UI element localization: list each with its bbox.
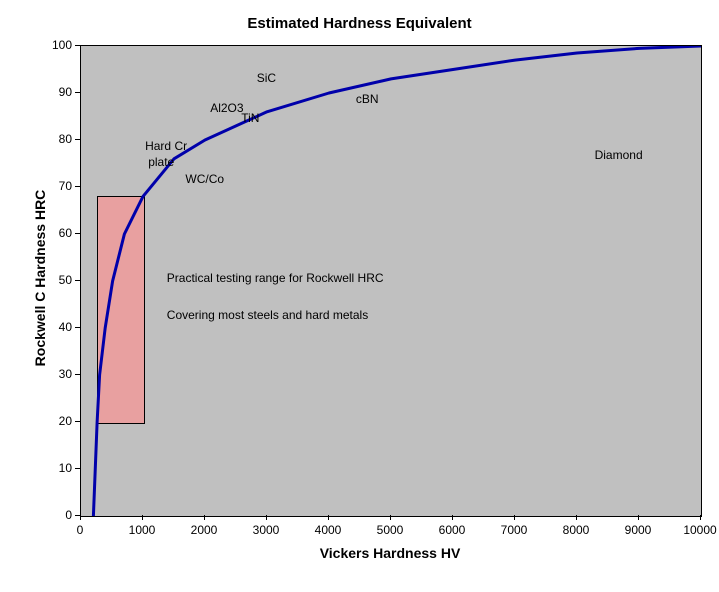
y-tick-mark [75, 45, 80, 46]
y-tick-mark [75, 139, 80, 140]
y-tick-mark [75, 186, 80, 187]
x-tick-mark [700, 515, 701, 520]
y-tick-label: 60 [59, 226, 72, 240]
y-tick-label: 50 [59, 273, 72, 287]
y-tick-label: 40 [59, 320, 72, 334]
y-tick-mark [75, 92, 80, 93]
x-tick-label: 10000 [682, 523, 718, 537]
x-tick-label: 0 [62, 523, 98, 537]
x-tick-label: 4000 [310, 523, 346, 537]
x-axis-label: Vickers Hardness HV [80, 545, 700, 561]
y-tick-label: 0 [65, 508, 72, 522]
chart-title: Estimated Hardness Equivalent [0, 15, 719, 32]
annotation-label: SiC [257, 71, 276, 85]
y-tick-mark [75, 327, 80, 328]
y-tick-label: 100 [52, 38, 72, 52]
y-tick-label: 90 [59, 85, 72, 99]
x-tick-mark [576, 515, 577, 520]
x-tick-mark [328, 515, 329, 520]
annotation-label: plate [148, 155, 174, 169]
annotation-label: Hard Cr [145, 139, 187, 153]
x-tick-label: 1000 [124, 523, 160, 537]
x-tick-mark [204, 515, 205, 520]
annotation-label: Diamond [595, 148, 643, 162]
y-tick-label: 10 [59, 461, 72, 475]
annotation-label: TiN [241, 111, 259, 125]
x-tick-label: 3000 [248, 523, 284, 537]
x-tick-mark [80, 515, 81, 520]
x-tick-label: 8000 [558, 523, 594, 537]
chart-container: Estimated Hardness Equivalent Rockwell C… [0, 0, 719, 592]
x-tick-mark [452, 515, 453, 520]
x-tick-mark [266, 515, 267, 520]
x-tick-mark [390, 515, 391, 520]
x-tick-mark [142, 515, 143, 520]
y-tick-mark [75, 233, 80, 234]
x-tick-mark [638, 515, 639, 520]
x-tick-label: 7000 [496, 523, 532, 537]
y-tick-label: 80 [59, 132, 72, 146]
annotation-label: Practical testing range for Rockwell HRC [167, 271, 384, 285]
y-tick-mark [75, 280, 80, 281]
y-tick-mark [75, 468, 80, 469]
y-axis-label: Rockwell C Hardness HRC [32, 178, 48, 378]
annotation-label: cBN [356, 92, 379, 106]
y-tick-label: 70 [59, 179, 72, 193]
x-tick-mark [514, 515, 515, 520]
annotation-label: Covering most steels and hard metals [167, 308, 368, 322]
annotation-label: WC/Co [185, 172, 224, 186]
x-tick-label: 9000 [620, 523, 656, 537]
annotation-label: Al2O3 [210, 101, 243, 115]
x-tick-label: 2000 [186, 523, 222, 537]
y-tick-mark [75, 421, 80, 422]
y-tick-label: 20 [59, 414, 72, 428]
y-tick-mark [75, 374, 80, 375]
x-tick-label: 5000 [372, 523, 408, 537]
x-tick-label: 6000 [434, 523, 470, 537]
y-tick-label: 30 [59, 367, 72, 381]
